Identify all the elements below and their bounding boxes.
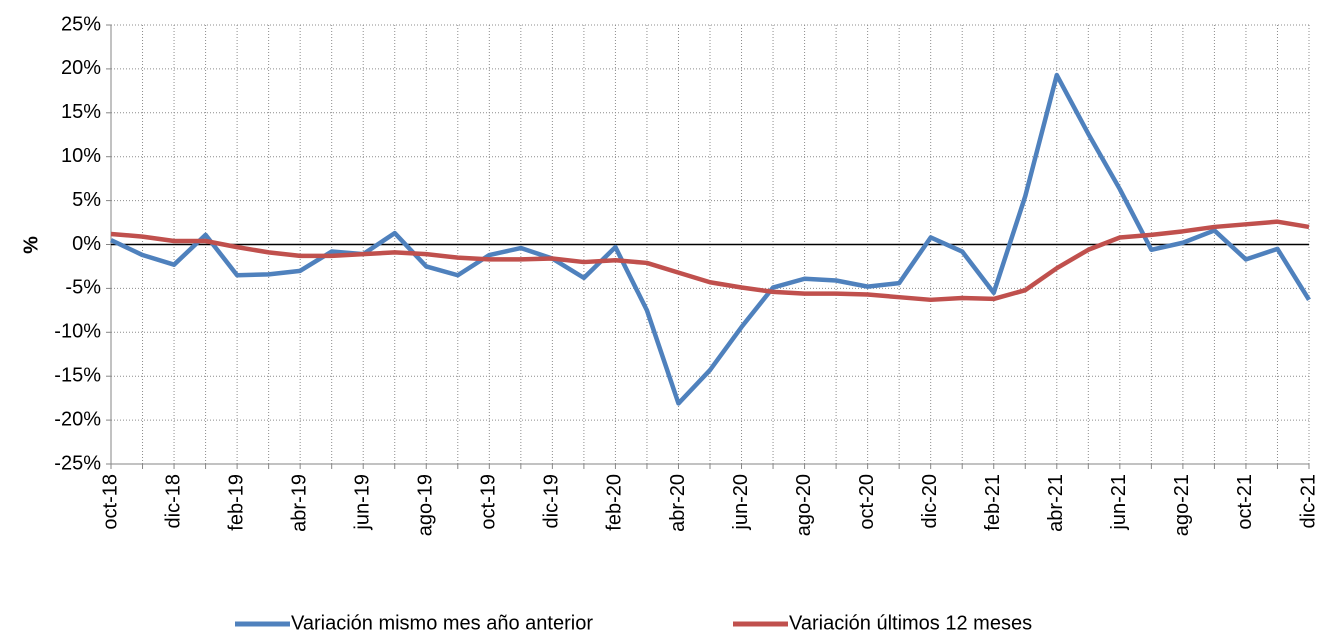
y-axis-label: % <box>20 236 42 254</box>
y-tick-label: 5% <box>72 189 101 211</box>
x-tick-label: feb-21 <box>982 474 1004 531</box>
x-tick-label: abr-21 <box>1045 474 1067 532</box>
x-tick-label: dic-21 <box>1297 474 1319 528</box>
y-tick-label: -20% <box>54 408 101 430</box>
x-tick-label: abr-19 <box>288 474 310 532</box>
x-tick-label: ago-19 <box>415 474 437 536</box>
y-tick-label: 15% <box>61 101 101 123</box>
y-tick-label: -15% <box>54 364 101 386</box>
x-tick-label: ago-20 <box>793 474 815 536</box>
x-tick-label: jun-19 <box>351 474 373 531</box>
x-tick-label: dic-19 <box>541 474 563 528</box>
legend-label: Variación últimos 12 meses <box>789 612 1032 634</box>
x-tick-label: oct-21 <box>1234 474 1256 530</box>
y-tick-label: 20% <box>61 57 101 79</box>
x-tick-label: dic-18 <box>162 474 184 528</box>
x-tick-label: feb-20 <box>604 474 626 531</box>
x-tick-label: oct-18 <box>99 474 121 530</box>
legend-label: Variación mismo mes año anterior <box>291 612 593 634</box>
y-tick-label: -25% <box>54 452 101 474</box>
x-tick-label: oct-19 <box>478 474 500 530</box>
series-line <box>110 219 1310 303</box>
y-tick-label: 0% <box>72 233 101 255</box>
x-tick-label: jun-20 <box>730 474 752 531</box>
x-tick-label: dic-20 <box>919 474 941 528</box>
y-tick-label: 10% <box>61 145 101 167</box>
series-line <box>110 72 1311 406</box>
y-tick-label: -5% <box>65 277 101 299</box>
y-tick-label: 25% <box>61 13 101 35</box>
y-tick-label: -10% <box>54 321 101 343</box>
x-tick-label: feb-19 <box>225 474 247 531</box>
x-tick-label: jun-21 <box>1108 474 1130 531</box>
x-tick-label: oct-20 <box>856 474 878 530</box>
x-tick-label: abr-20 <box>667 474 689 532</box>
x-tick-label: ago-21 <box>1171 474 1193 536</box>
